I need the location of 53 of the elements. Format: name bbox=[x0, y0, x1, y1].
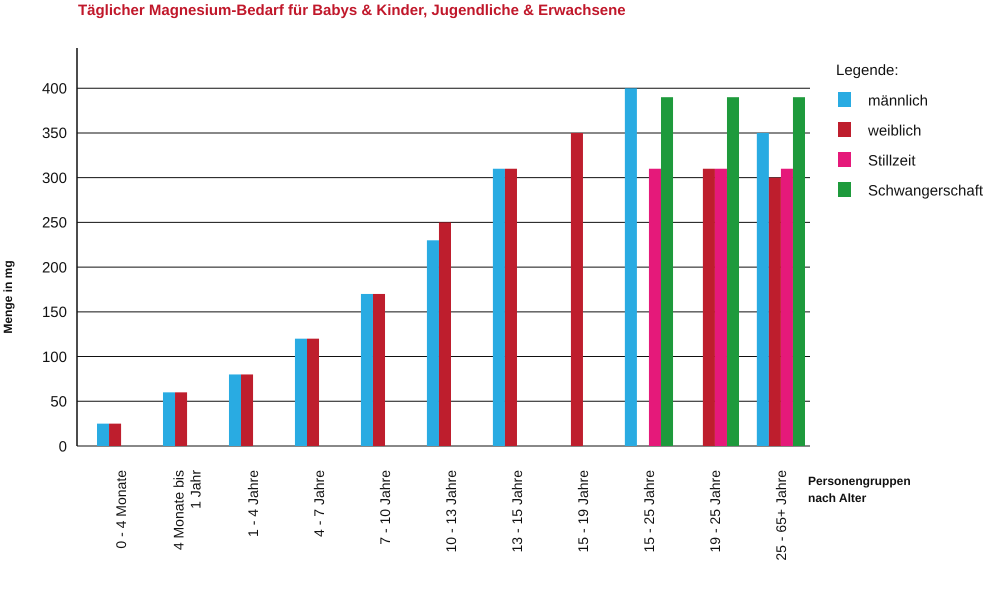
y-tick-label: 350 bbox=[42, 125, 67, 142]
bar bbox=[624, 88, 637, 446]
bar bbox=[714, 168, 727, 446]
y-tick-label: 300 bbox=[42, 170, 67, 187]
y-tick-label: 50 bbox=[50, 394, 67, 411]
bar bbox=[756, 132, 769, 446]
x-tick-label: 19 - 25 Jahre bbox=[706, 470, 723, 552]
y-axis-title: Menge in mg bbox=[1, 260, 15, 334]
bar bbox=[570, 132, 583, 446]
legend-label: männlich bbox=[868, 92, 928, 110]
bar bbox=[372, 294, 386, 446]
bar bbox=[109, 424, 122, 446]
x-tick-label: 7 - 10 Jahre bbox=[376, 470, 393, 545]
bar bbox=[702, 168, 715, 446]
bar bbox=[241, 374, 254, 446]
x-tick-label: 15 - 19 Jahre bbox=[574, 470, 591, 552]
bar bbox=[306, 338, 320, 446]
x-tick-label: 4 - 7 Jahre bbox=[310, 470, 327, 537]
x-tick-label: 0 - 4 Monate bbox=[112, 470, 129, 549]
bar bbox=[492, 168, 505, 446]
legend-label: Stillzeit bbox=[868, 152, 916, 170]
legend-title: Legende: bbox=[836, 62, 899, 79]
bar bbox=[726, 97, 740, 446]
bar bbox=[97, 424, 110, 446]
bar bbox=[438, 222, 451, 446]
legend-label: Schwangerschaft bbox=[868, 182, 984, 200]
bar bbox=[504, 168, 517, 446]
bar bbox=[792, 97, 805, 446]
y-tick-label: 400 bbox=[42, 80, 67, 98]
y-tick-label: 250 bbox=[42, 214, 67, 232]
bar bbox=[780, 168, 793, 446]
bar bbox=[648, 168, 661, 446]
legend-label: weiblich bbox=[867, 122, 922, 140]
bar bbox=[162, 392, 176, 446]
x-tick-label: 1 - 4 Jahre bbox=[244, 470, 261, 537]
bar bbox=[660, 97, 674, 446]
bar bbox=[228, 374, 242, 446]
y-tick-label: 0 bbox=[58, 438, 67, 456]
y-tick-label: 150 bbox=[42, 304, 67, 322]
x-axis-title: Personengruppen nach Alter bbox=[808, 474, 911, 505]
x-tick-label: 15 - 25 Jahre bbox=[640, 470, 657, 552]
y-tick-label: 100 bbox=[42, 348, 67, 366]
x-tick-label: 10 - 13 Jahre bbox=[442, 470, 459, 552]
bar bbox=[294, 338, 307, 446]
x-tick-label: 4 Monate bis 1 Jahr bbox=[170, 470, 204, 550]
bar bbox=[768, 178, 781, 446]
bar bbox=[426, 240, 439, 446]
chart-title: Täglicher Magnesium-Bedarf für Babys & Kinder, Jugendliche & Erwachsene bbox=[78, 2, 626, 19]
x-tick-label: 13 - 15 Jahre bbox=[508, 470, 525, 552]
x-tick-label: 25 - 65+ Jahre bbox=[772, 470, 789, 561]
y-tick-label: 200 bbox=[42, 259, 67, 276]
bar bbox=[360, 294, 373, 446]
bar bbox=[175, 392, 188, 446]
